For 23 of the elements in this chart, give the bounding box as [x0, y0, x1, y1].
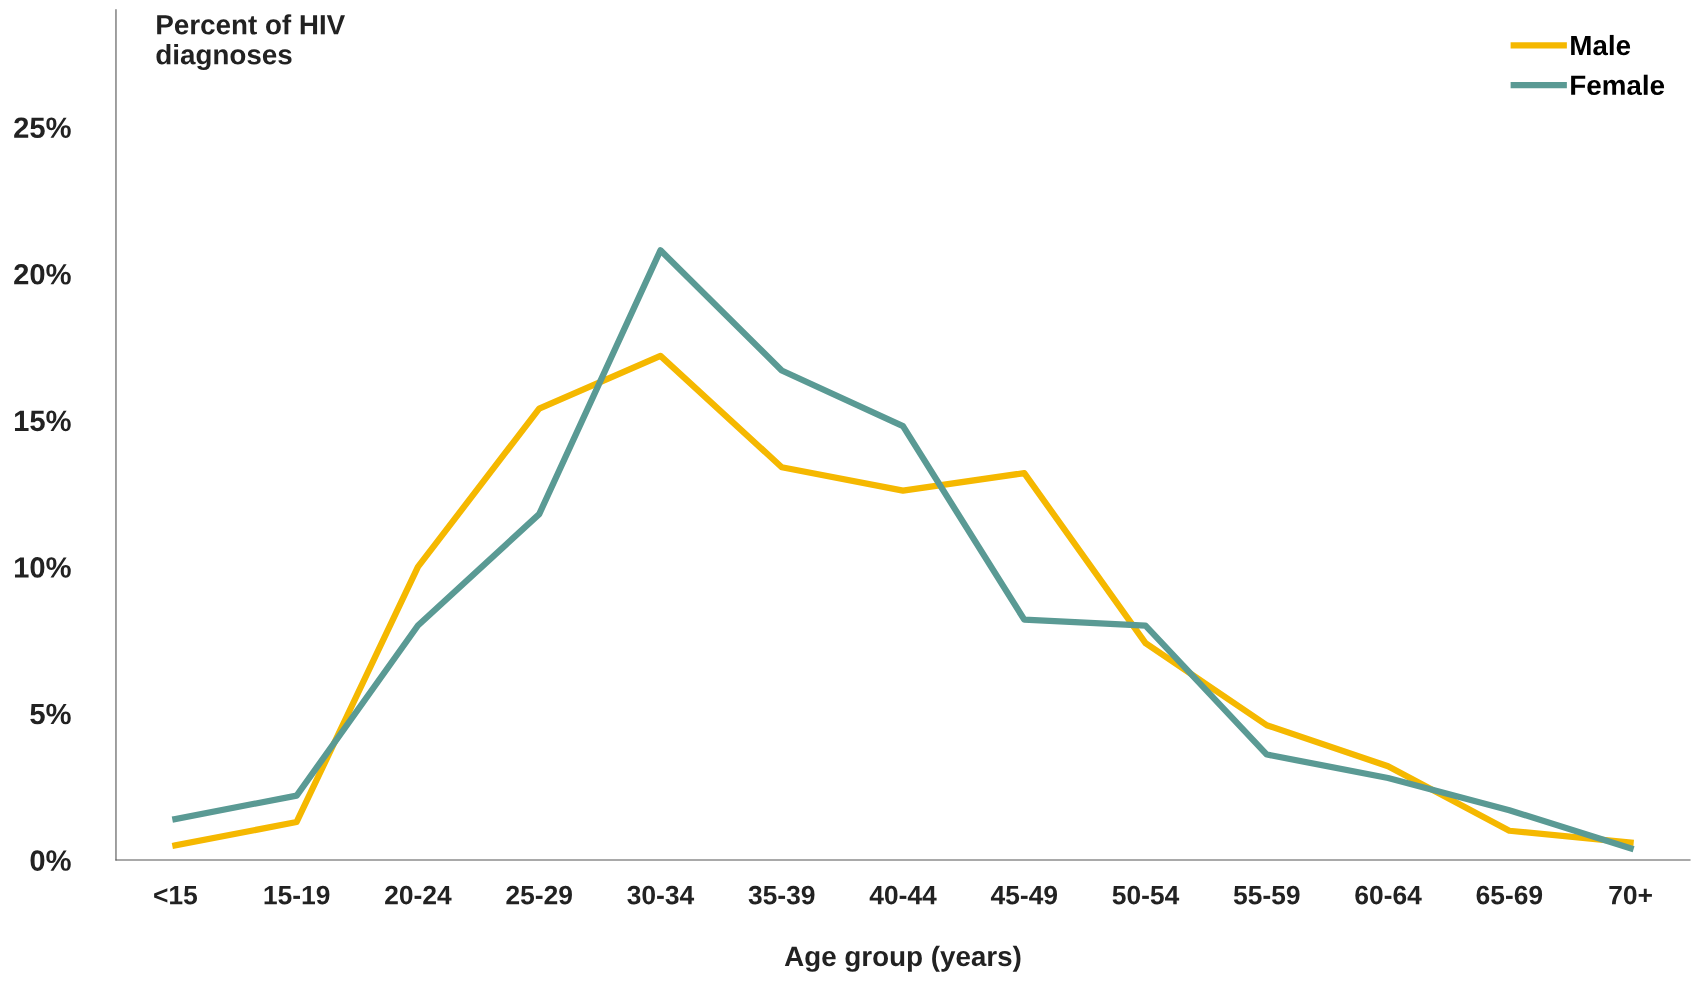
y-tick-label: 10% — [14, 557, 71, 578]
x-tick-label: 30-34 — [627, 885, 695, 905]
x-tick-label: 65-69 — [1476, 885, 1543, 905]
x-tick-label: 60-64 — [1355, 885, 1422, 905]
x-tick-label: 70+ — [1609, 885, 1652, 905]
y-tick-label: 0% — [30, 850, 71, 871]
x-tick-label: 45-49 — [990, 885, 1058, 905]
x-tick-label: 20-24 — [385, 885, 452, 905]
legend-label: Female — [1571, 74, 1665, 96]
y-axis-title: Percent of HIV diagnoses — [156, 14, 345, 71]
x-tick-label: 50-54 — [1112, 885, 1180, 905]
x-tick-label: 25-29 — [506, 885, 572, 905]
x-tick-label: <15 — [154, 886, 198, 905]
y-tick-label: 25% — [14, 117, 71, 139]
y-tick-label: 5% — [30, 703, 71, 725]
legend-label: Male — [1571, 34, 1631, 56]
x-tick-label: 15-19 — [264, 885, 330, 905]
x-tick-label: 35-39 — [748, 885, 815, 905]
x-tick-label: 55-59 — [1233, 885, 1300, 905]
y-tick-label: 15% — [14, 410, 71, 432]
y-tick-label: 20% — [14, 263, 71, 285]
x-tick-label: 40-44 — [869, 885, 937, 905]
x-axis-title: Age group (years) — [784, 945, 1021, 972]
